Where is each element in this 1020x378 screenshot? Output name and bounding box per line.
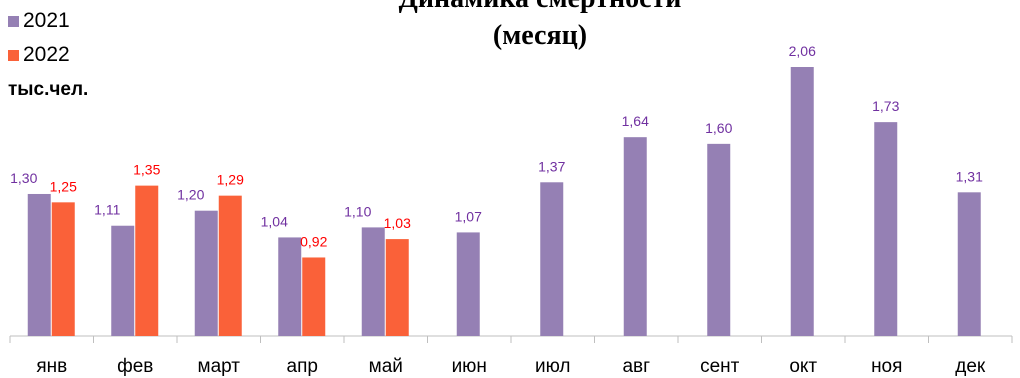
data-label-2021: 1,11 [94,202,120,218]
x-tick-label: фев [117,356,153,377]
chart-title-line-2: (месяц) [492,20,588,51]
bar-2021 [623,137,647,336]
legend-item-2022: 2022 [8,43,70,67]
data-label-2021: 2,06 [789,43,816,59]
data-label-2022: 0,92 [300,233,327,249]
x-tick-label: ноя [871,356,902,377]
bar-2021 [790,67,814,336]
bar-2022 [302,257,326,336]
data-label-2022: 1,25 [50,178,77,194]
bar-2021 [27,193,51,336]
bar-2022 [135,185,159,336]
data-label-2022: 1,03 [384,215,411,231]
bar-2021 [874,122,898,336]
data-label-2021: 1,30 [10,170,37,186]
bar-2021 [194,210,218,336]
legend-label-2022: 2022 [23,43,70,66]
bar-2021 [111,225,135,336]
legend-label-2021: 2021 [23,9,70,32]
bar-2021 [707,143,731,336]
data-label-2021: 1,07 [455,208,482,224]
x-tick-label: дек [955,356,986,377]
data-label-2021: 1,31 [956,168,983,184]
bar-2022 [51,202,75,336]
legend-swatch-2022 [8,49,19,61]
data-label-2021: 1,04 [261,213,288,229]
bar-2021 [540,182,564,336]
data-label-2021: 1,60 [705,120,732,136]
x-tick-label: апр [287,356,318,377]
x-tick-label: июн [452,356,487,377]
x-tick-label: июл [535,356,571,377]
legend-swatch-2021 [8,15,19,27]
x-tick-label: март [198,356,241,377]
bar-2021 [361,227,385,336]
x-tick-label: сент [700,356,740,377]
data-label-2021: 1,64 [622,113,649,129]
data-label-2022: 1,35 [133,162,160,178]
data-label-2021: 1,73 [872,98,899,114]
x-tick-label: май [369,356,403,377]
bar-2022 [385,239,409,336]
unit-label: тыс.чел. [8,79,89,100]
data-label-2021: 1,10 [344,203,371,219]
x-tick-label: янв [36,356,67,377]
data-label-2021: 1,20 [177,187,204,203]
bar-2021 [456,232,480,336]
x-tick-label: авг [622,356,650,377]
data-label-2021: 1,37 [538,158,565,174]
legend-item-2021: 2021 [8,9,70,33]
bar-2021 [278,237,302,336]
bar-2022 [218,195,242,336]
x-tick-label: окт [789,356,817,377]
chart-title-line-1: Динамика смертности [300,0,780,15]
bar-2021 [957,192,981,336]
data-label-2022: 1,29 [217,172,244,188]
